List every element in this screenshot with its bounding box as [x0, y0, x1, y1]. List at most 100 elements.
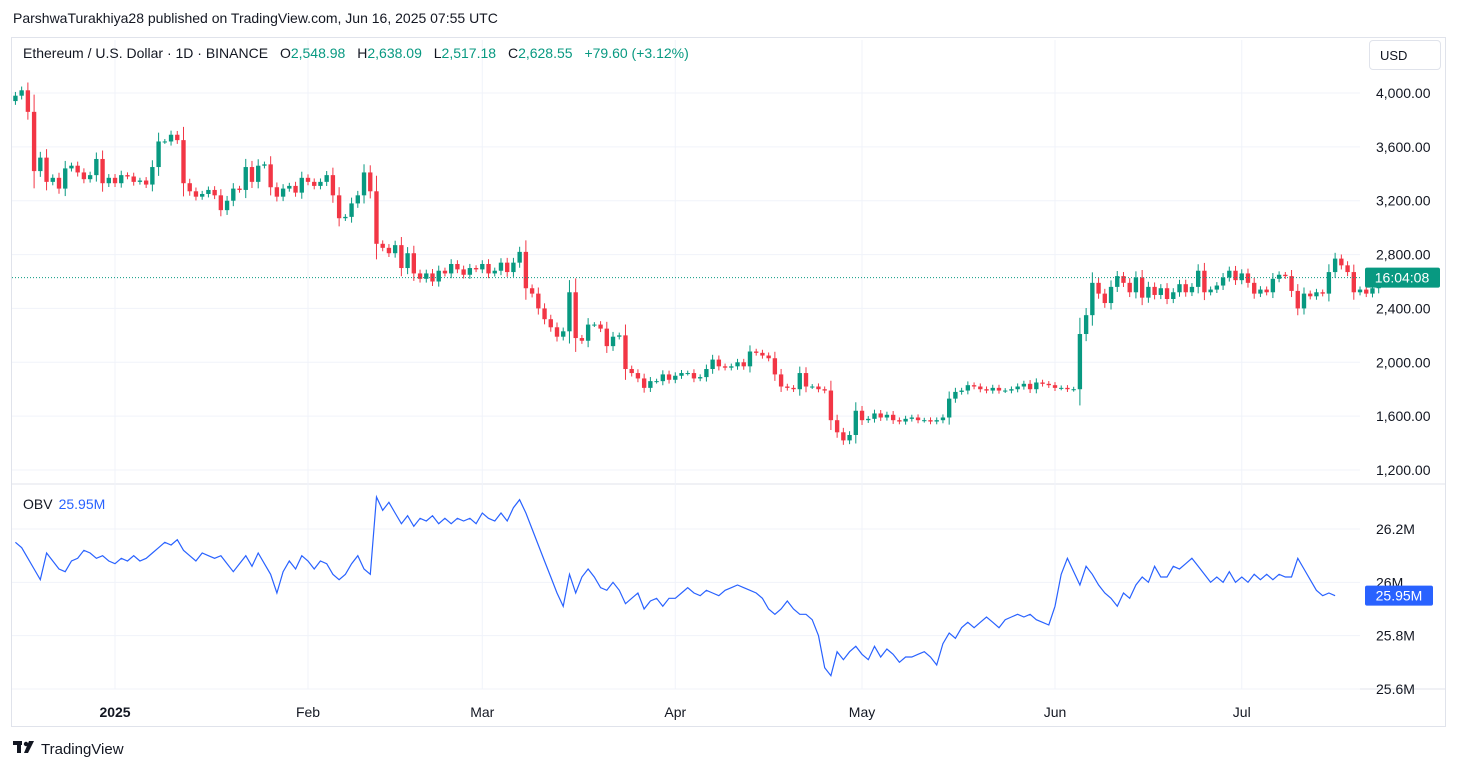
candle: [224, 195, 230, 215]
obv-tick-label: 26.2M: [1376, 521, 1415, 537]
candle-body: [729, 366, 734, 368]
candle: [87, 171, 93, 183]
candle-body: [1326, 272, 1332, 294]
candle: [1295, 284, 1300, 316]
candle-body: [511, 262, 516, 273]
candle: [237, 185, 242, 193]
candle: [63, 160, 68, 197]
candle-body: [1345, 265, 1350, 273]
candle: [754, 348, 759, 356]
candle-body: [978, 386, 983, 390]
candle: [772, 351, 778, 381]
candle-body: [262, 164, 267, 166]
candle-body: [1021, 383, 1027, 387]
candle-body: [324, 175, 329, 182]
candle: [69, 162, 74, 172]
candle: [199, 190, 205, 200]
time-tick-label: 2025: [99, 704, 130, 720]
candle-body: [573, 292, 578, 339]
candle: [94, 152, 99, 182]
candle-body: [697, 377, 703, 379]
currency-button[interactable]: USD: [1369, 40, 1441, 70]
candle-body: [897, 420, 902, 422]
candle: [1164, 283, 1170, 305]
candle: [1314, 288, 1319, 300]
candle: [181, 126, 186, 197]
candle: [1115, 270, 1120, 293]
candle-body: [741, 362, 746, 367]
candle: [1195, 264, 1201, 294]
candle-body: [1121, 276, 1126, 283]
candle-body: [268, 164, 273, 188]
candle: [797, 366, 802, 396]
candle-body: [797, 373, 802, 390]
candle: [673, 372, 678, 384]
candle-body: [691, 373, 697, 379]
candle-body: [536, 293, 541, 309]
candle: [336, 187, 342, 227]
candle: [274, 182, 280, 202]
candle-body: [181, 140, 186, 184]
candle-body: [455, 263, 460, 270]
candle-body: [56, 177, 62, 189]
candle-body: [654, 381, 659, 383]
symbol-name[interactable]: Ethereum / U.S. Dollar · 1D · BINANCE: [23, 45, 269, 61]
candle: [1245, 268, 1251, 288]
candle: [1351, 264, 1356, 300]
candle: [125, 172, 130, 180]
candle: [256, 159, 261, 189]
candle: [38, 151, 43, 177]
candle: [585, 318, 591, 348]
candle: [1220, 273, 1226, 290]
symbol-legend: Ethereum / U.S. Dollar · 1D · BINANCE O2…: [23, 45, 689, 61]
candle-body: [336, 195, 342, 219]
candle: [1345, 261, 1350, 277]
time-tick-label: Mar: [470, 704, 494, 720]
candle: [890, 411, 896, 424]
candle: [623, 324, 628, 380]
candle-body: [392, 245, 398, 254]
candle: [561, 327, 566, 341]
candle: [498, 258, 504, 276]
candle: [946, 391, 952, 425]
candle-body: [1308, 293, 1313, 297]
obv-name[interactable]: OBV: [23, 496, 53, 512]
candle-body: [1270, 278, 1276, 293]
candle: [305, 174, 311, 186]
candle: [710, 354, 715, 374]
candle: [648, 377, 653, 392]
candle: [1233, 265, 1238, 285]
candle-body: [903, 418, 908, 422]
candle: [859, 405, 865, 425]
candle-body: [604, 328, 609, 347]
candle-body: [1146, 286, 1151, 298]
candle: [100, 150, 105, 192]
candle-body: [666, 374, 672, 380]
candle-body: [1332, 258, 1338, 273]
candle: [903, 415, 908, 425]
candle: [1364, 286, 1369, 298]
candle-body: [1370, 288, 1375, 294]
candle: [542, 303, 547, 325]
price-tick-label: 1,600.00: [1376, 408, 1431, 424]
candle-body: [679, 373, 684, 376]
obv-value: 25.95M: [58, 496, 106, 512]
candle: [554, 322, 560, 342]
candle: [1339, 254, 1344, 270]
candle: [1027, 380, 1033, 393]
candle: [119, 170, 124, 188]
axes: 4,000.00 3,600.00 3,200.00 2,800.00 2,400.00…: [12, 85, 1440, 720]
candle: [884, 411, 890, 421]
candle: [741, 358, 746, 370]
price-tick-label: 2,000.00: [1376, 354, 1431, 370]
candle: [548, 314, 553, 332]
high-value: 2,638.09: [367, 45, 422, 61]
candle-body: [505, 262, 510, 273]
footer-brand[interactable]: TradingView: [13, 740, 124, 759]
candle: [193, 187, 199, 201]
candle: [735, 358, 740, 370]
candle-body: [1059, 387, 1064, 389]
candle-body: [50, 177, 55, 182]
candle: [1158, 284, 1164, 300]
